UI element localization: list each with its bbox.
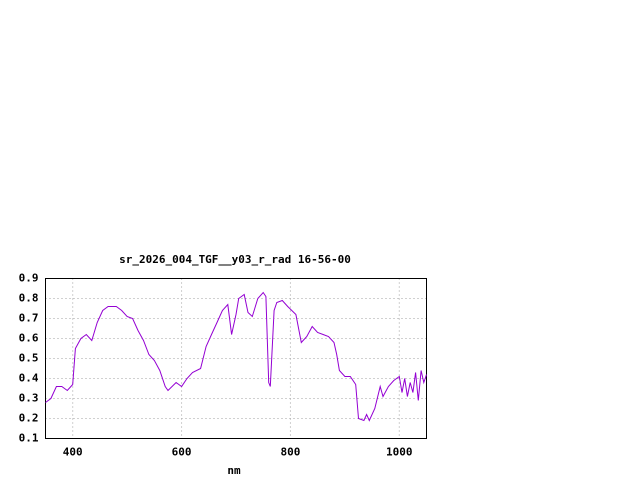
y-tick-label: 0.3 (19, 392, 39, 405)
y-tick-label: 0.5 (19, 352, 39, 365)
x-tick-label: 400 (63, 446, 83, 459)
x-tick-label: 800 (280, 446, 300, 459)
plot-frame (45, 278, 427, 439)
y-tick-label: 0.6 (19, 332, 39, 345)
x-tick-label: 600 (172, 446, 192, 459)
y-tick-label: 0.8 (19, 292, 39, 305)
y-tick-label: 0.1 (19, 432, 39, 445)
y-tick-label: 0.2 (19, 412, 39, 425)
data-line (45, 291, 427, 422)
y-tick-label: 0.4 (19, 372, 39, 385)
x-axis-label: nm (227, 464, 241, 477)
y-tick-label: 0.7 (19, 312, 39, 325)
x-tick-label: 1000 (386, 446, 413, 459)
y-tick-label: 0.9 (19, 272, 39, 285)
chart-title: sr_2026_004_TGF__y03_r_rad 16-56-00 (119, 253, 351, 266)
